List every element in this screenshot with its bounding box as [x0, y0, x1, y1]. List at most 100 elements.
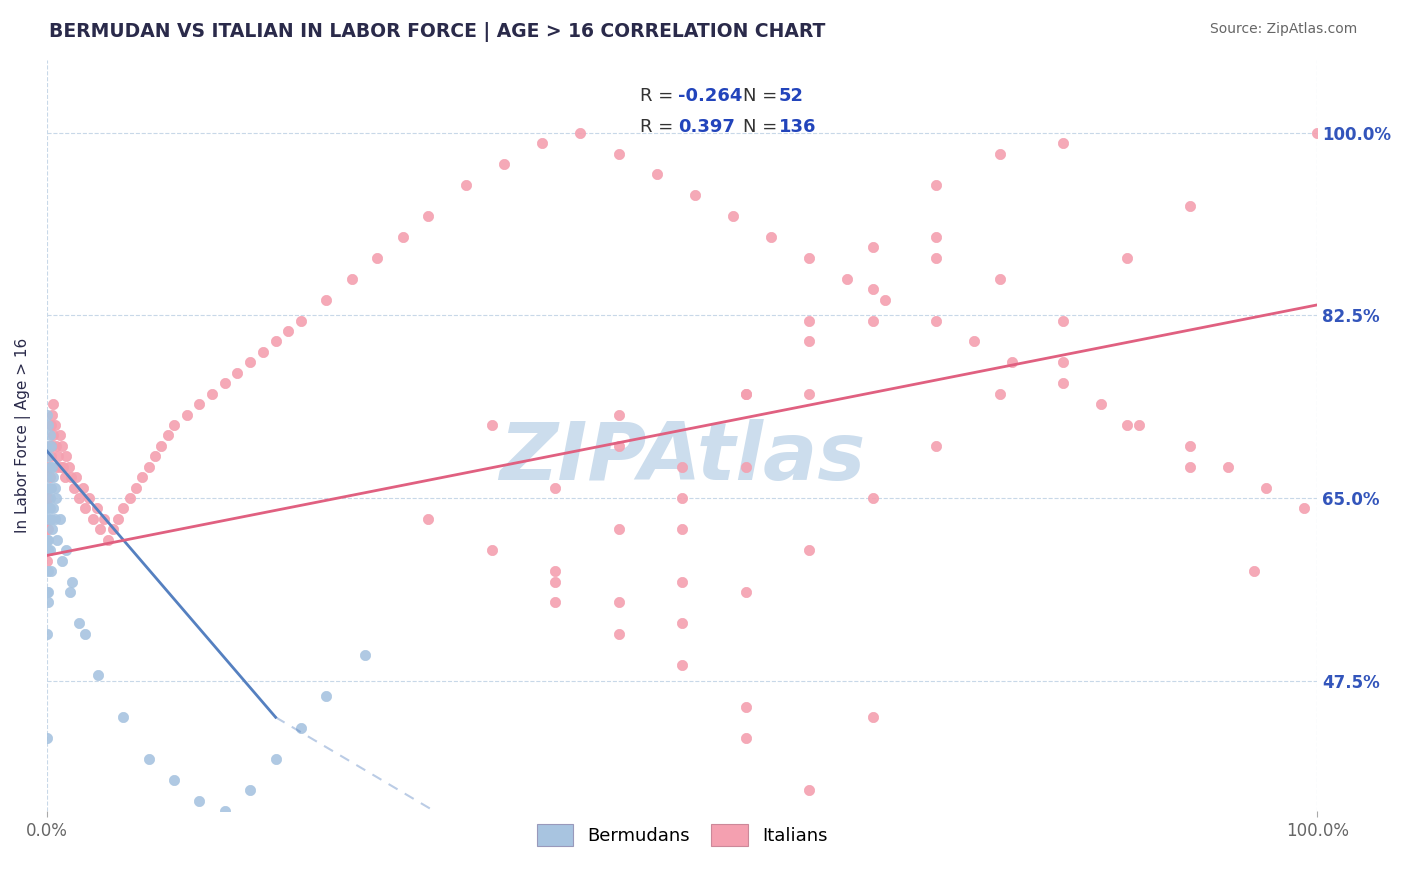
Point [837, 272, 859, 286]
Point [101, 522, 124, 536]
Point [42, 428, 65, 442]
Point [734, 459, 756, 474]
Point [38, 428, 60, 442]
Point [67, 616, 90, 631]
Text: N =: N = [742, 119, 783, 136]
Point [188, 794, 211, 808]
Point [45, 439, 67, 453]
Point [925, 230, 948, 244]
Point [671, 574, 693, 589]
Point [51, 554, 73, 568]
Point [607, 439, 630, 453]
Point [112, 501, 135, 516]
Point [62, 481, 84, 495]
Point [65, 470, 87, 484]
Text: R =: R = [640, 119, 685, 136]
Point [41, 522, 63, 536]
Point [86, 501, 108, 516]
Point [107, 512, 129, 526]
Point [67, 491, 90, 505]
Point [290, 721, 312, 735]
Point [1294, 501, 1316, 516]
Point [569, 126, 592, 140]
Point [35, 491, 58, 505]
Point [143, 450, 166, 464]
Point [481, 417, 503, 432]
Point [37, 491, 59, 505]
Text: Source: ZipAtlas.com: Source: ZipAtlas.com [1209, 22, 1357, 37]
Point [87, 668, 110, 682]
Point [37, 543, 59, 558]
Point [734, 731, 756, 745]
Point [118, 491, 141, 505]
Point [37, 417, 59, 432]
Point [797, 543, 820, 558]
Point [150, 439, 173, 453]
Point [252, 344, 274, 359]
Point [226, 366, 249, 380]
Point [60, 470, 83, 484]
Point [38, 491, 60, 505]
Point [862, 282, 884, 296]
Point [82, 512, 104, 526]
Point [544, 481, 567, 495]
Point [45, 491, 67, 505]
Text: R =: R = [640, 87, 679, 104]
Point [734, 386, 756, 401]
Point [607, 146, 630, 161]
Point [75, 626, 97, 640]
Point [37, 481, 59, 495]
Point [315, 293, 337, 307]
Point [416, 512, 439, 526]
Point [607, 408, 630, 422]
Point [38, 501, 60, 516]
Point [734, 699, 756, 714]
Point [46, 533, 69, 547]
Point [176, 408, 198, 422]
Point [456, 178, 478, 192]
Point [138, 459, 160, 474]
Point [44, 481, 66, 495]
Point [797, 334, 820, 349]
Point [671, 459, 693, 474]
Point [38, 439, 60, 453]
Point [37, 564, 59, 578]
Point [264, 752, 287, 766]
Point [72, 481, 94, 495]
Point [37, 585, 59, 599]
Point [35, 470, 58, 484]
Point [671, 491, 693, 505]
Point [683, 188, 706, 202]
Text: 52: 52 [779, 87, 804, 104]
Point [37, 459, 59, 474]
Text: ZIPAtlas: ZIPAtlas [499, 419, 865, 497]
Point [391, 230, 413, 244]
Point [671, 658, 693, 673]
Point [55, 450, 77, 464]
Point [39, 439, 62, 453]
Point [416, 209, 439, 223]
Point [37, 595, 59, 609]
Point [544, 574, 567, 589]
Point [59, 585, 82, 599]
Point [39, 481, 62, 495]
Point [797, 251, 820, 265]
Point [1178, 199, 1201, 213]
Point [35, 554, 58, 568]
Legend: Bermudans, Italians: Bermudans, Italians [527, 814, 837, 855]
Point [366, 251, 388, 265]
Point [481, 543, 503, 558]
Point [58, 459, 80, 474]
Point [988, 386, 1011, 401]
Point [340, 272, 363, 286]
Point [1052, 355, 1074, 369]
Point [35, 731, 58, 745]
Point [131, 470, 153, 484]
Point [156, 428, 179, 442]
Point [35, 501, 58, 516]
Point [75, 501, 97, 516]
Point [1178, 459, 1201, 474]
Point [41, 439, 63, 453]
Point [37, 450, 59, 464]
Point [35, 585, 58, 599]
